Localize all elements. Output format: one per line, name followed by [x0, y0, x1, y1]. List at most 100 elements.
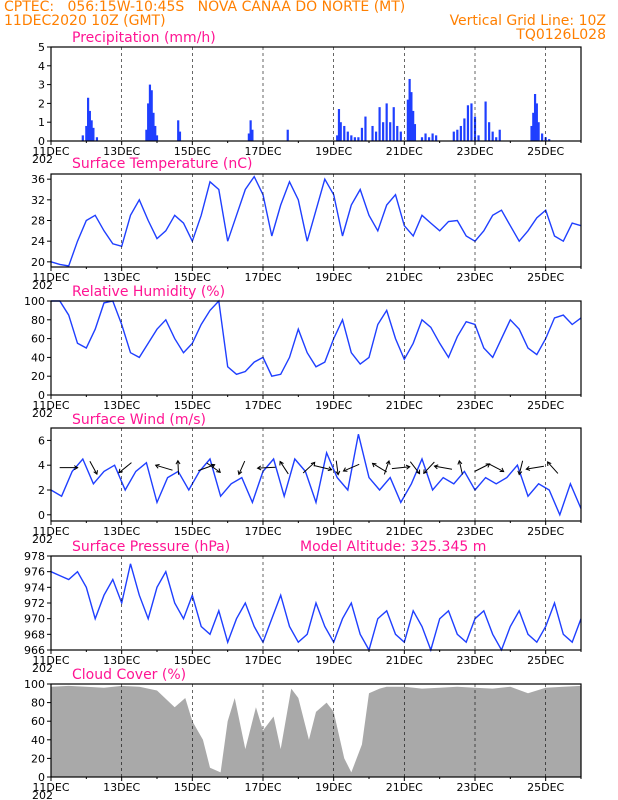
x-year-label: 202 — [32, 662, 53, 675]
y-tick-label: 40 — [31, 734, 45, 747]
cloud-cover-area — [51, 685, 581, 777]
precip-bar — [147, 103, 150, 141]
wind-arrow — [206, 462, 221, 473]
precip-bar — [247, 133, 250, 141]
wind-arrow — [155, 464, 173, 471]
precip-bar — [456, 129, 459, 141]
wind-arrow — [118, 462, 132, 474]
wind-arrowhead — [423, 469, 428, 475]
precip-bar — [374, 131, 378, 141]
y-tick-label: 1 — [38, 116, 45, 129]
x-year-label: 202 — [32, 279, 53, 292]
precip-bar — [87, 97, 90, 141]
panel-1: 20 24 28 32 36 11DEC 13DEC 15DEC 17DEC 19DEC 21DEC… — [31, 156, 582, 292]
panel-title: Surface Temperature (nC) — [72, 156, 253, 172]
wind-arrow — [383, 460, 390, 475]
wind-arrow — [314, 465, 332, 471]
x-tick-label: 25DEC — [527, 654, 564, 667]
y-tick-label: 2 — [38, 484, 45, 497]
precip-bar — [410, 92, 413, 141]
y-tick-label: 2 — [38, 97, 45, 110]
precip-bar — [466, 105, 470, 141]
panel-subtitle: Model Altitude: 325.345 m — [300, 539, 486, 555]
wind-arrow — [547, 461, 559, 474]
precip-bar — [346, 131, 349, 141]
y-tick-label: 40 — [31, 351, 45, 364]
wind-arrow — [302, 461, 316, 474]
precip-bar — [463, 118, 466, 141]
y-tick-label: 970 — [24, 613, 45, 626]
wind-arrow — [423, 461, 435, 474]
y-tick-label: 4 — [38, 60, 45, 73]
x-tick-label: 11DEC — [32, 781, 69, 794]
wind-arrowhead — [385, 459, 391, 465]
wind-arrowhead — [371, 462, 377, 468]
wind-arrowhead — [327, 466, 333, 472]
precip-bar — [427, 137, 431, 141]
series-line — [50, 175, 582, 267]
y-tick-label: 24 — [31, 235, 45, 248]
precip-bar — [406, 99, 409, 141]
x-tick-label: 13DEC — [103, 525, 140, 538]
precip-bar — [177, 120, 180, 141]
wind-arrow — [198, 464, 215, 472]
x-tick-label: 17DEC — [244, 781, 281, 794]
x-tick-label: 17DEC — [244, 654, 281, 667]
precip-bar — [353, 137, 356, 141]
x-tick-label: 11DEC — [32, 271, 69, 284]
plot-frame — [50, 46, 582, 142]
x-tick-label: 23DEC — [456, 781, 493, 794]
precip-bar — [90, 120, 93, 141]
x-tick-label: 15DEC — [174, 399, 211, 412]
y-tick-label: 4 — [38, 459, 45, 472]
x-tick-label: 19DEC — [315, 654, 352, 667]
wind-arrowhead — [433, 464, 439, 470]
y-tick-label: 20 — [31, 256, 45, 269]
y-tick-label: 968 — [24, 628, 45, 641]
precip-bar — [533, 94, 537, 141]
precip-bar — [378, 107, 381, 141]
panel-0: 0 1 2 3 4 5 11DEC 13DEC 15DEC 17DEC 19DEC 21DEC 23DE… — [32, 30, 582, 166]
wind-arrow — [238, 460, 246, 475]
precip-bar — [435, 135, 438, 141]
x-tick-label: 11DEC — [32, 525, 69, 538]
y-tick-label: 32 — [31, 194, 45, 207]
precip-bar — [498, 129, 501, 141]
wind-arrow — [474, 463, 490, 472]
x-tick-label: 15DEC — [174, 271, 211, 284]
precip-bar — [385, 103, 388, 141]
precip-bar — [336, 135, 339, 141]
y-tick-label: 20 — [31, 752, 45, 765]
wind-arrowhead — [310, 461, 316, 467]
x-tick-label: 19DEC — [315, 271, 352, 284]
precip-bar — [88, 110, 91, 141]
panel-2: 0 20 40 60 80 100 11DEC 13DEC 15DEC 17DEC 19DEC 21D… — [24, 284, 582, 420]
y-tick-label: 36 — [31, 173, 45, 186]
precip-bar — [537, 122, 540, 141]
x-tick-label: 15DEC — [174, 654, 211, 667]
precip-bar — [155, 135, 159, 141]
wind-arrowhead — [256, 465, 262, 471]
precip-bar — [360, 127, 364, 141]
wind-arrow — [257, 466, 276, 469]
panel-title: Cloud Cover (%) — [72, 667, 186, 683]
precip-bar — [488, 122, 491, 141]
x-tick-label: 21DEC — [386, 145, 423, 158]
x-tick-label: 13DEC — [103, 781, 140, 794]
precip-bar — [154, 125, 157, 141]
precip-bar — [148, 84, 152, 141]
x-tick-label: 19DEC — [315, 145, 352, 158]
wind-arrow — [409, 461, 420, 474]
precip-bar — [459, 125, 462, 141]
y-tick-label: 80 — [31, 697, 45, 710]
precip-bar — [541, 133, 544, 141]
x-tick-label: 15DEC — [174, 525, 211, 538]
precip-bar — [152, 112, 155, 141]
precip-bar — [495, 137, 498, 141]
precip-bar — [424, 133, 427, 141]
x-tick-label: 19DEC — [315, 399, 352, 412]
wind-arrowhead — [73, 465, 79, 471]
x-tick-label: 25DEC — [527, 525, 564, 538]
precip-bar — [251, 129, 254, 141]
wind-arrowhead — [154, 463, 160, 469]
